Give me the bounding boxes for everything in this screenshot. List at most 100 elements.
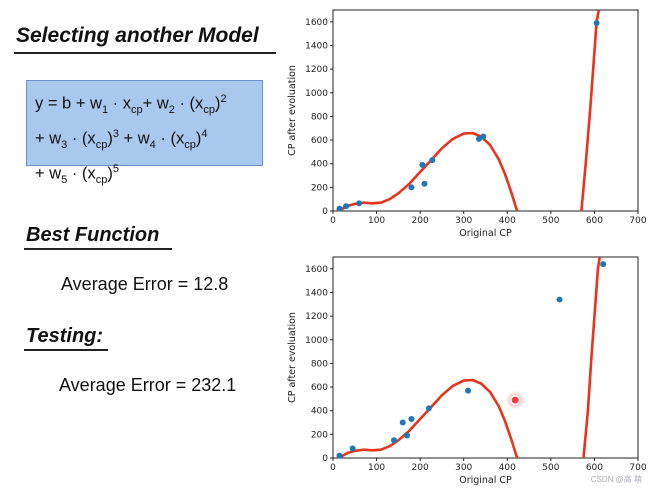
formula-text: ) (214, 94, 221, 113)
formula-text: + w (142, 94, 169, 113)
y-tick-label: 200 (311, 183, 328, 193)
x-axis-title: Original CP (459, 475, 512, 486)
x-tick-label: 100 (368, 216, 385, 226)
data-point (421, 180, 428, 187)
y-tick-label: 1200 (305, 65, 328, 75)
data-point (336, 205, 343, 212)
y-tick-label: 1600 (305, 265, 328, 275)
formula-text: + w (118, 129, 150, 148)
y-tick-label: 1600 (305, 18, 328, 28)
data-point (399, 419, 406, 426)
data-point (404, 432, 411, 439)
formula-subscript: 1 (101, 103, 109, 116)
formula-subscript: cp (95, 173, 108, 186)
testing-chart: 0 100 200 300 400 500 600 700 0 200 400 600 800 1000 1… (287, 256, 647, 486)
model-curve (582, 257, 601, 458)
y-tick-label: 0 (322, 454, 328, 464)
formula-line-1: y = b + w1 · xcp+ w2 · (xcp)2 (35, 87, 254, 122)
x-tick-label: 0 (330, 216, 336, 226)
formula-text: · (x (67, 129, 96, 148)
x-tick-label: 500 (542, 216, 559, 226)
formula-line-2: + w3 · (xcp)3 + w4 · (xcp)4 (35, 122, 254, 157)
testing-heading: Testing: (26, 325, 104, 347)
data-point (343, 203, 350, 210)
y-tick-label: 1000 (305, 336, 328, 346)
data-point (429, 157, 436, 164)
formula-text: · (x (174, 94, 204, 113)
y-tick-label: 1000 (305, 89, 328, 99)
data-point (556, 296, 563, 303)
charts-canvas: 0 100 200 300 400 500 600 700020040060080010001… (287, 9, 647, 486)
data-point (465, 387, 472, 394)
data-point (349, 445, 356, 452)
formula-superscript: 2 (220, 93, 227, 105)
formula-text: + w (35, 129, 62, 148)
data-point (600, 261, 607, 268)
data-point (425, 405, 432, 412)
best-function-underline (24, 248, 172, 250)
formula-subscript: cp (184, 138, 196, 151)
training-chart: 0 100 200 300 400 500 600 700 0 200 400 600 800 1000 1… (287, 9, 647, 239)
x-tick-label: 600 (586, 216, 603, 226)
formula-text: · (x (67, 164, 96, 183)
formula-superscript: 3 (112, 127, 119, 140)
x-tick-label: 400 (499, 216, 516, 226)
data-point (480, 133, 487, 140)
x-tick-label: 300 (455, 463, 472, 473)
y-tick-label: 200 (311, 430, 328, 440)
x-tick-label: 200 (412, 216, 429, 226)
y-axis-title: CP after evoluation (287, 312, 298, 403)
x-tick-label: 0 (330, 463, 336, 473)
slide-title: Selecting another Model (16, 24, 259, 47)
formula-subscript: 4 (149, 138, 156, 151)
y-tick-label: 1400 (305, 41, 328, 51)
data-point (408, 415, 415, 422)
y-tick-label: 0 (322, 207, 328, 217)
data-point (391, 437, 397, 444)
formula-text: ) (107, 129, 113, 148)
x-tick-label: 300 (455, 216, 472, 226)
formula-text: y = b + w (35, 94, 102, 113)
x-tick-label: 700 (629, 216, 646, 226)
y-tick-label: 400 (311, 160, 328, 170)
x-tick-label: 400 (499, 463, 516, 473)
title-underline (14, 52, 276, 54)
x-tick-label: 200 (412, 463, 429, 473)
formula-subscript: 5 (61, 173, 68, 186)
formula-text: · x (108, 94, 131, 113)
y-tick-label: 600 (311, 383, 328, 393)
testing-average-error: Average Error = 232.1 (59, 375, 237, 395)
plot-frame (332, 9, 639, 212)
x-tick-label: 600 (586, 463, 603, 473)
watermark: CSDN @高 萌 (590, 475, 642, 484)
data-point (419, 161, 426, 168)
formula-subscript: 3 (61, 138, 68, 151)
x-tick-label: 100 (368, 463, 385, 473)
formula-superscript: 4 (201, 127, 208, 140)
x-axis-title: Original CP (459, 228, 512, 239)
formula-subscript: cp (131, 103, 143, 116)
formula-box: y = b + w1 · xcp+ w2 · (xcp)2 + w3 · (xc… (26, 80, 263, 185)
formula-text: ) (195, 129, 202, 148)
testing-underline (24, 349, 108, 351)
y-tick-label: 1200 (305, 312, 328, 322)
y-tick-label: 400 (311, 407, 328, 417)
x-tick-label: 500 (542, 463, 559, 473)
data-point (356, 200, 363, 207)
formula-subscript: cp (95, 138, 108, 151)
x-tick-label: 700 (629, 463, 646, 473)
highlight-point (510, 395, 521, 405)
formula-superscript: 5 (112, 162, 119, 175)
formula-subscript: 2 (168, 103, 175, 116)
data-point (336, 452, 343, 459)
formula-subscript: cp (203, 103, 215, 116)
y-tick-label: 800 (311, 112, 328, 122)
formula-text: ) (107, 164, 113, 183)
y-tick-label: 800 (311, 359, 328, 369)
y-tick-label: 600 (311, 136, 328, 146)
y-tick-label: 1400 (305, 288, 328, 298)
data-point (593, 20, 600, 27)
data-point (408, 184, 415, 191)
formula-text: + w (35, 164, 62, 183)
formula-text: · (x (155, 129, 185, 148)
